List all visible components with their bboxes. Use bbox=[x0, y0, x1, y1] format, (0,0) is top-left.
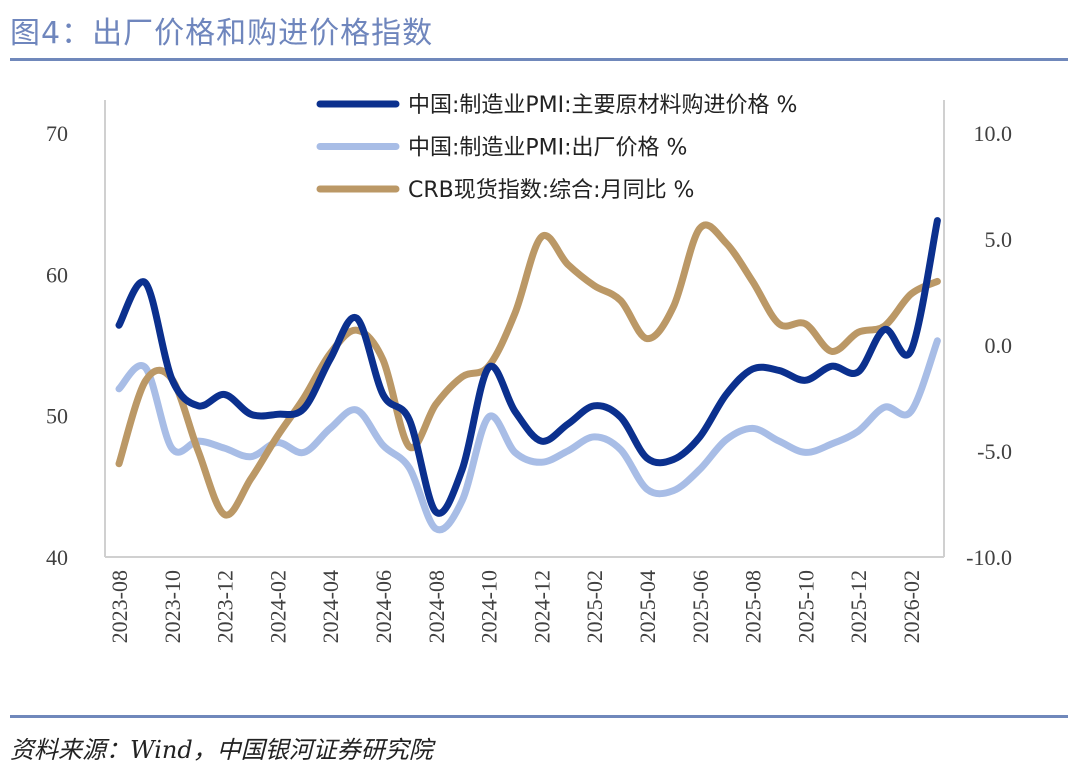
y-left-tick-label: 50 bbox=[46, 404, 68, 429]
x-tick-label: 2025-04 bbox=[635, 570, 660, 643]
x-tick-label: 2025-12 bbox=[846, 570, 871, 643]
y-right-tick-label: 0.0 bbox=[985, 333, 1013, 358]
x-tick-label: 2025-08 bbox=[741, 570, 766, 643]
y-right-tick-label: -5.0 bbox=[977, 439, 1012, 464]
y-left-tick-label: 60 bbox=[46, 262, 68, 287]
line-chart: 40 50 60 70 -10.0 -5.0 0.0 5.0 10.0 2023-08 2023-1… bbox=[46, 93, 1013, 643]
y-right-tick-label: 10.0 bbox=[974, 121, 1013, 146]
y-right-tick-label: 5.0 bbox=[985, 227, 1013, 252]
x-tick-label: 2023-08 bbox=[107, 570, 132, 643]
source-note: 资料来源：Wind，中国银河证券研究院 bbox=[10, 736, 433, 764]
series-line-0 bbox=[115, 217, 941, 517]
x-tick-label: 2024-12 bbox=[529, 570, 554, 643]
x-tick-label: 2024-08 bbox=[424, 570, 449, 643]
series-line-2 bbox=[115, 221, 941, 519]
x-tick-label: 2025-10 bbox=[793, 570, 818, 643]
x-tick-label: 2026-02 bbox=[899, 570, 924, 643]
legend-label-0: 中国:制造业PMI:主要原材料购进价格 % bbox=[408, 93, 797, 118]
x-tick-label: 2023-10 bbox=[160, 570, 185, 643]
chart-title: 图4：出厂价格和购进价格指数 bbox=[10, 16, 434, 51]
x-tick-label: 2024-10 bbox=[477, 570, 502, 643]
y-left-tick-label: 40 bbox=[46, 545, 68, 570]
x-tick-label: 2024-02 bbox=[265, 570, 290, 643]
x-tick-label: 2024-06 bbox=[371, 570, 396, 643]
legend-label-1: 中国:制造业PMI:出厂价格 % bbox=[408, 136, 687, 161]
x-tick-label: 2023-12 bbox=[213, 570, 238, 643]
y-left-tick-label: 70 bbox=[46, 121, 68, 146]
title-rule bbox=[10, 58, 1068, 61]
series-line-1 bbox=[115, 337, 941, 534]
x-tick-label: 2024-04 bbox=[318, 570, 343, 643]
x-tick-label: 2025-02 bbox=[582, 570, 607, 643]
legend-label-2: CRB现货指数:综合:月同比 % bbox=[408, 178, 694, 203]
y-right-tick-label: -10.0 bbox=[966, 545, 1012, 570]
footer-rule bbox=[10, 715, 1068, 718]
x-tick-label: 2025-06 bbox=[688, 570, 713, 643]
